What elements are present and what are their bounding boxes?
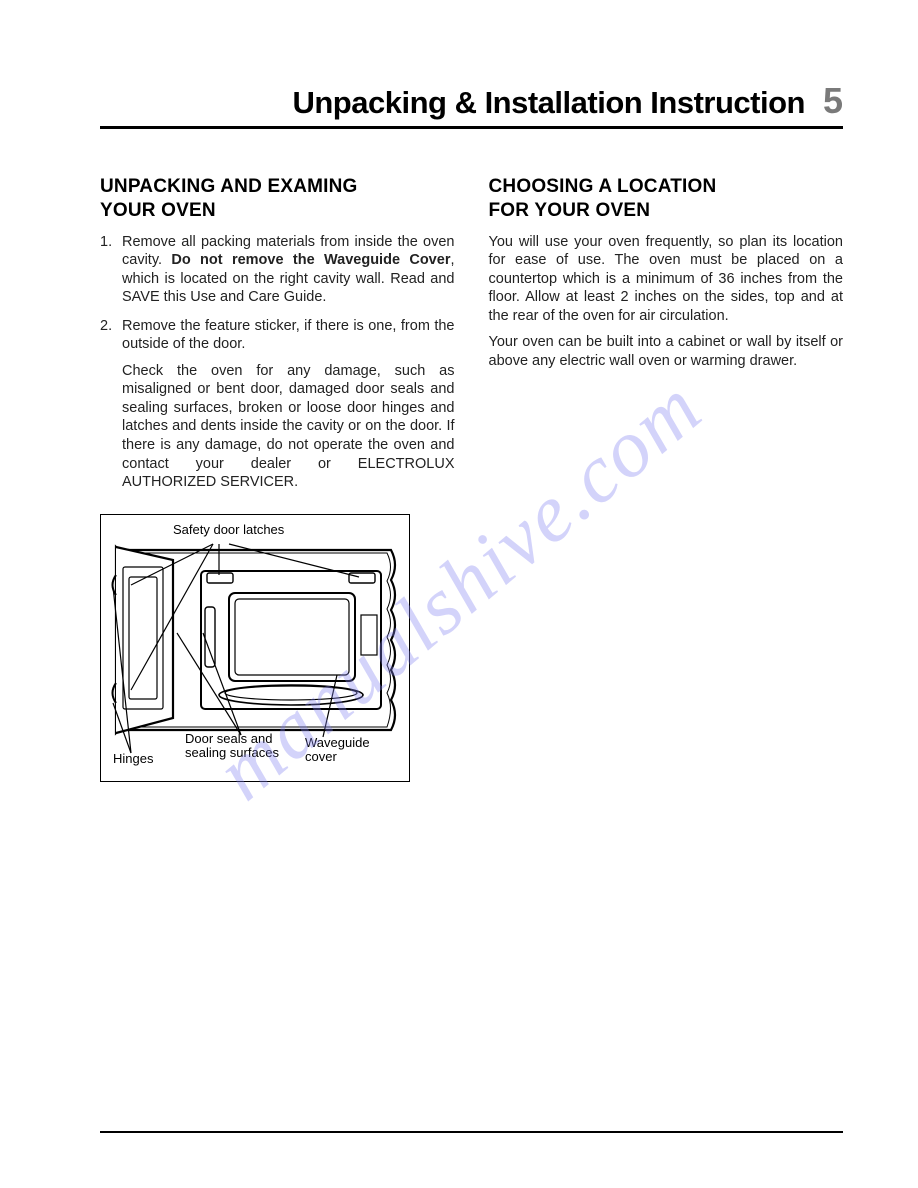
paragraph: You will use your oven frequently, so pl…	[489, 233, 844, 326]
heading-line: UNPACKING AND EXAMING	[100, 176, 358, 197]
footer-rule	[100, 1131, 843, 1133]
instruction-list: Remove all packing materials from inside…	[100, 233, 455, 492]
page-number: 5	[823, 80, 843, 122]
right-section-heading: CHOOSING A LOCATION FOR YOUR OVEN	[489, 175, 844, 223]
sub-paragraph: Check the oven for any damage, such as m…	[122, 362, 455, 492]
figure-label-waveguide: Waveguide cover	[305, 736, 370, 765]
figure-label-hinges: Hinges	[113, 752, 153, 767]
heading-line: FOR YOUR OVEN	[489, 200, 651, 221]
two-column-layout: UNPACKING AND EXAMING YOUR OVEN Remove a…	[100, 175, 843, 782]
label-line: Waveguide	[305, 735, 370, 750]
heading-line: CHOOSING A LOCATION	[489, 176, 717, 197]
figure-label-latches: Safety door latches	[173, 523, 284, 538]
text-bold: Do not remove the Waveguide Cover	[171, 252, 450, 268]
oven-diagram: Safety door latches Hinges Door seals an…	[100, 514, 410, 782]
heading-line: YOUR OVEN	[100, 200, 216, 221]
label-line: sealing surfaces	[185, 745, 279, 760]
label-line: cover	[305, 749, 337, 764]
list-item: Remove the feature sticker, if there is …	[100, 317, 455, 492]
paragraph: Your oven can be built into a cabinet or…	[489, 333, 844, 370]
list-item: Remove all packing materials from inside…	[100, 233, 455, 307]
page-title: Unpacking & Installation Instruction	[292, 85, 804, 121]
left-column: UNPACKING AND EXAMING YOUR OVEN Remove a…	[100, 175, 455, 782]
figure-label-seals: Door seals and sealing surfaces	[185, 732, 279, 761]
text-span: Remove the feature sticker, if there is …	[122, 318, 455, 353]
right-column: CHOOSING A LOCATION FOR YOUR OVEN You wi…	[489, 175, 844, 782]
header-row: Unpacking & Installation Instruction 5	[100, 80, 843, 122]
left-section-heading: UNPACKING AND EXAMING YOUR OVEN	[100, 175, 455, 223]
title-rule	[100, 126, 843, 129]
label-line: Door seals and	[185, 731, 272, 746]
page-container: manualshive.com Unpacking & Installation…	[0, 0, 918, 1188]
